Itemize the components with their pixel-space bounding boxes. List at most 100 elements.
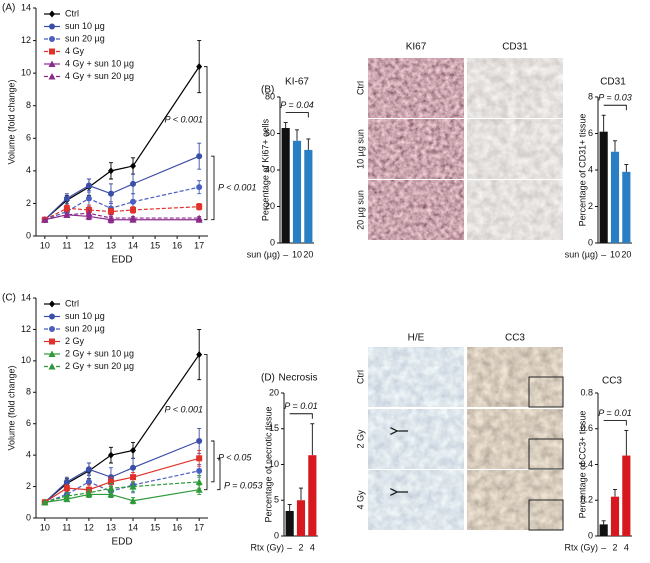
marker (85, 209, 93, 217)
micrograph-row-label: 2 Gy (355, 429, 365, 449)
x-tick-label: – (601, 542, 606, 552)
micrograph-column-label: CC3 (505, 333, 525, 344)
y-tick-label: 0 (588, 237, 593, 247)
bar (296, 500, 306, 536)
marker (196, 455, 203, 462)
x-tick-label: 16 (172, 240, 182, 250)
legend-label: 2 Gy (65, 336, 85, 346)
legend-label: Ctrl (65, 8, 79, 18)
p-value: P = 0.01 (284, 401, 317, 411)
marker (107, 167, 114, 175)
y-tick-label: 12 (21, 35, 31, 45)
marker (107, 190, 114, 197)
y-axis-label: Percentage of Ki67+ cells (260, 118, 270, 221)
marker (63, 211, 71, 218)
y-axis-label: Percentage of CC3+ tissue (577, 411, 587, 519)
x-tick-label: 2 (298, 542, 303, 552)
p-value: P < 0.001 (165, 404, 203, 414)
legend-marker (49, 313, 55, 320)
series-line (44, 66, 200, 221)
x-tick-label: 17 (194, 240, 204, 250)
x-tick-label: 4 (624, 542, 629, 552)
x-tick-label: 15 (150, 240, 160, 250)
y-tick-label: 12 (21, 324, 31, 334)
marker (129, 214, 137, 222)
marker (107, 214, 115, 222)
y-tick-label: 0 (270, 237, 275, 247)
marker (130, 162, 137, 170)
y-tick-label: 0.2 (580, 495, 593, 505)
y-tick-label: 8 (26, 100, 31, 110)
y-tick-label: 6 (588, 128, 593, 138)
x-tick-label: 12 (84, 522, 94, 532)
bar (599, 524, 608, 536)
series-line (44, 212, 200, 221)
y-tick-label: 20 (265, 201, 275, 211)
inset-frame (528, 499, 564, 531)
marker (85, 195, 92, 202)
significance-bracket (204, 66, 208, 221)
series-line (44, 440, 200, 503)
series-line (44, 457, 200, 503)
bar (622, 455, 631, 536)
x-tick-label: 10 (292, 249, 302, 259)
y-tick-label: 6 (26, 133, 31, 143)
marker (107, 208, 114, 215)
y-tick-label: 0.4 (580, 459, 593, 469)
marker (63, 195, 70, 202)
series-line (44, 155, 200, 221)
legend-marker (48, 363, 56, 370)
marker (195, 486, 203, 493)
marker (129, 483, 137, 490)
significance-bracket (603, 104, 627, 111)
marker (85, 489, 93, 496)
series-line (44, 206, 200, 221)
marker (196, 153, 203, 160)
x-tick-label: 11 (62, 522, 71, 532)
y-tick-label: 2 (26, 198, 31, 208)
x-tick-label: 2 (612, 542, 617, 552)
marker (85, 182, 92, 189)
y-tick-label: 14 (21, 292, 31, 302)
y-tick-label: 0 (26, 230, 31, 240)
y-tick-label: 14 (21, 2, 31, 12)
chart-title: CC3 (602, 376, 622, 387)
x-tick-label: 11 (62, 240, 71, 250)
legend-marker (49, 300, 55, 308)
marker (63, 485, 70, 492)
marker (196, 438, 203, 444)
legend-marker (48, 60, 56, 67)
x-tick-label: 14 (128, 522, 138, 532)
x-tick-label: 4 (310, 542, 315, 552)
x-tick-label: 10 (40, 240, 50, 250)
legend-label: sun 10 µg (65, 311, 105, 321)
micrograph-column-label: KI67 (406, 42, 427, 53)
significance-bracket (217, 457, 221, 491)
significance-bracket (289, 413, 313, 419)
p-value: P = 0.053 (224, 480, 262, 490)
series-line (44, 470, 200, 503)
marker (41, 216, 49, 223)
y-tick-label: 60 (265, 128, 275, 138)
bar (285, 510, 294, 536)
p-value: P = 0.03 (598, 93, 631, 103)
marker (130, 464, 137, 471)
y-tick-label: 4 (588, 164, 593, 174)
p-value: P < 0.001 (218, 182, 256, 192)
p-value: P = 0.04 (280, 100, 313, 110)
marker (196, 351, 203, 359)
marker (130, 474, 137, 481)
x-tick-label: 13 (106, 522, 116, 532)
legend-marker (48, 350, 56, 357)
y-tick-label: 8 (26, 387, 31, 397)
marker (130, 206, 137, 213)
bar (308, 455, 317, 536)
x-axis-label: EDD (111, 537, 132, 548)
legend-label: sun 20 µg (65, 33, 105, 43)
significance-bracket (211, 155, 215, 221)
y-tick-label: 15 (269, 423, 279, 433)
legend-label: 4 Gy + sun 20 µg (65, 71, 134, 81)
inset-frame (528, 438, 564, 470)
marker (130, 180, 137, 187)
marker (195, 214, 203, 222)
